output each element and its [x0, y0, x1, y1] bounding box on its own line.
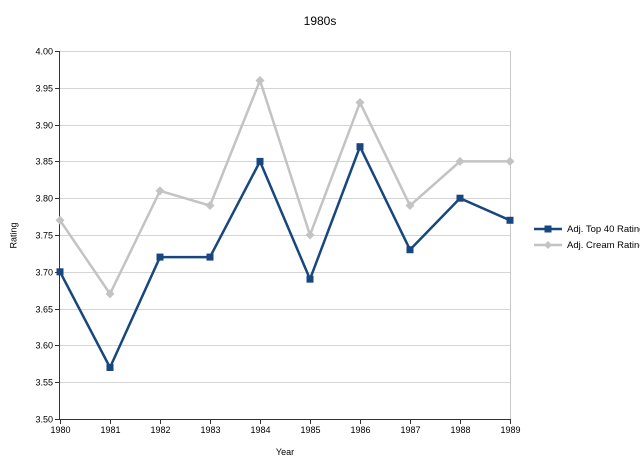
y-tick-label: 4.00	[35, 47, 53, 57]
y-tick-label: 3.85	[35, 157, 53, 167]
x-tick-label: 1986	[350, 425, 370, 435]
x-tick-label: 1984	[250, 425, 270, 435]
y-axis-title: Rating	[8, 222, 19, 249]
data-point-square-marker	[406, 246, 414, 254]
y-tick-label: 3.55	[35, 378, 53, 388]
y-tick-label: 3.50	[35, 415, 53, 425]
data-point-square-marker	[456, 194, 464, 202]
y-tick-label: 3.90	[35, 121, 53, 131]
y-tick-label: 3.80	[35, 194, 53, 204]
legend-label: Adj. Cream Rating	[567, 239, 640, 251]
data-point-diamond-marker	[305, 230, 315, 240]
legend-item: Adj. Cream Rating	[534, 237, 640, 253]
data-point-diamond-marker	[505, 156, 515, 166]
data-point-square-marker	[306, 275, 314, 283]
series-line-1	[58, 76, 510, 297]
legend-label: Adj. Top 40 Rating	[567, 223, 640, 235]
data-point-diamond-marker	[205, 201, 215, 211]
y-tick-label: 3.65	[35, 305, 53, 315]
x-tick-label: 1980	[50, 425, 70, 435]
chart-legend: Adj. Top 40 Rating Adj. Cream Rating	[534, 221, 640, 253]
data-point-square-marker	[356, 143, 364, 151]
legend-item: Adj. Top 40 Rating	[534, 221, 640, 237]
x-tick-label: 1982	[150, 425, 170, 435]
legend-square-marker-icon	[534, 225, 562, 233]
legend-diamond-marker-icon	[534, 241, 562, 249]
y-tick-label: 3.60	[35, 341, 53, 351]
data-point-square-marker	[56, 268, 64, 276]
x-axis-title: Year	[275, 447, 295, 457]
data-point-square-marker	[106, 363, 114, 371]
data-point-square-marker	[506, 216, 514, 224]
data-point-diamond-marker	[355, 98, 365, 108]
data-point-diamond-marker	[455, 156, 465, 166]
x-tick-label: 1985	[300, 425, 320, 435]
y-tick-label: 3.95	[35, 84, 53, 94]
data-point-diamond-marker	[155, 186, 165, 196]
x-tick-label: 1983	[200, 425, 220, 435]
x-tick-label: 1988	[450, 425, 470, 435]
x-tick-label: 1989	[500, 425, 520, 435]
data-point-diamond-marker	[405, 201, 415, 211]
data-point-diamond-marker	[105, 289, 115, 299]
chart-title: 1980s	[303, 14, 337, 28]
x-tick-label: 1981	[100, 425, 120, 435]
x-tick-label: 1987	[400, 425, 420, 435]
data-point-diamond-marker	[55, 215, 65, 225]
y-tick-label: 3.70	[35, 268, 53, 278]
data-point-square-marker	[206, 253, 214, 261]
series-line-0	[58, 143, 511, 371]
data-point-square-marker	[256, 157, 264, 165]
data-point-diamond-marker	[255, 75, 265, 85]
y-tick-label: 3.75	[35, 231, 53, 241]
data-point-square-marker	[156, 253, 164, 261]
